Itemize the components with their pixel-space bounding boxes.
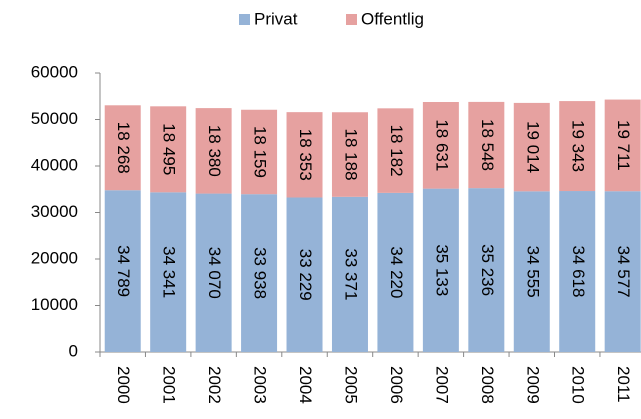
bar-segment (150, 106, 187, 193)
bar-segment (195, 193, 232, 352)
bar-segment (604, 191, 641, 352)
value-label: 19 014 (523, 121, 542, 173)
legend-label: Privat (254, 9, 298, 28)
y-tick-label: 40000 (31, 155, 78, 174)
y-tick-label: 50000 (31, 109, 78, 128)
y-tick-label: 0 (69, 341, 78, 360)
legend-swatch (239, 14, 250, 25)
bar-segment (559, 101, 596, 192)
x-tick-label: 2003 (251, 366, 270, 404)
value-label: 18 188 (341, 129, 360, 181)
x-tick-label: 2008 (478, 366, 497, 404)
value-label: 18 182 (387, 125, 406, 177)
x-tick-label: 2006 (387, 366, 406, 404)
value-label: 34 789 (114, 245, 133, 297)
bar-segment (150, 192, 187, 352)
bar-segment (377, 108, 414, 193)
bar-segment (286, 197, 323, 352)
x-tick-label: 2001 (160, 366, 179, 404)
x-tick-label: 2009 (523, 366, 542, 404)
value-label: 33 229 (296, 249, 315, 301)
value-label: 34 555 (523, 246, 542, 298)
value-label: 34 618 (569, 246, 588, 298)
value-label: 34 220 (387, 246, 406, 298)
value-label: 33 371 (341, 248, 360, 300)
legend-label: Offentlig (361, 9, 424, 28)
x-tick-label: 2002 (205, 366, 224, 404)
value-label: 18 631 (432, 119, 451, 171)
bar-segment (468, 101, 505, 189)
value-label: 18 353 (296, 129, 315, 181)
x-tick-label: 2011 (614, 366, 633, 403)
value-label: 35 133 (432, 244, 451, 296)
bar-segment (241, 109, 278, 195)
value-label: 34 577 (614, 246, 633, 298)
bar-segment (468, 188, 505, 352)
value-label: 34 341 (160, 246, 179, 298)
x-tick-label: 2000 (114, 366, 133, 404)
value-label: 34 070 (205, 247, 224, 299)
bar-segment (104, 105, 141, 191)
value-label: 18 159 (251, 126, 270, 178)
x-tick-label: 2005 (341, 366, 360, 404)
bar-segment (377, 192, 414, 352)
bar-segment (513, 191, 550, 352)
bar-segment (422, 188, 459, 352)
value-label: 18 268 (114, 122, 133, 174)
value-label: 18 548 (478, 119, 497, 171)
bar-segment (559, 191, 596, 352)
x-tick-label: 2010 (569, 366, 588, 404)
value-label: 33 938 (251, 247, 270, 299)
y-tick-label: 20000 (31, 248, 78, 267)
bar-segment (241, 194, 278, 352)
value-label: 35 236 (478, 244, 497, 296)
y-tick-label: 60000 (31, 62, 78, 81)
x-tick-label: 2007 (432, 366, 451, 404)
value-label: 18 380 (205, 125, 224, 177)
value-label: 18 495 (160, 123, 179, 175)
legend-swatch (346, 14, 357, 25)
bar-segment (286, 112, 323, 198)
bar-segment (422, 101, 459, 189)
bar-segment (331, 196, 368, 352)
bar-segment (195, 108, 232, 194)
y-tick-label: 10000 (31, 295, 78, 314)
bar-segment (513, 102, 550, 192)
y-tick-label: 30000 (31, 202, 78, 221)
bar-segment (104, 190, 141, 352)
value-label: 19 343 (569, 120, 588, 172)
bar-segment (331, 112, 368, 197)
x-tick-label: 2004 (296, 366, 315, 404)
value-label: 19 711 (614, 120, 633, 171)
bar-segment (604, 99, 641, 192)
